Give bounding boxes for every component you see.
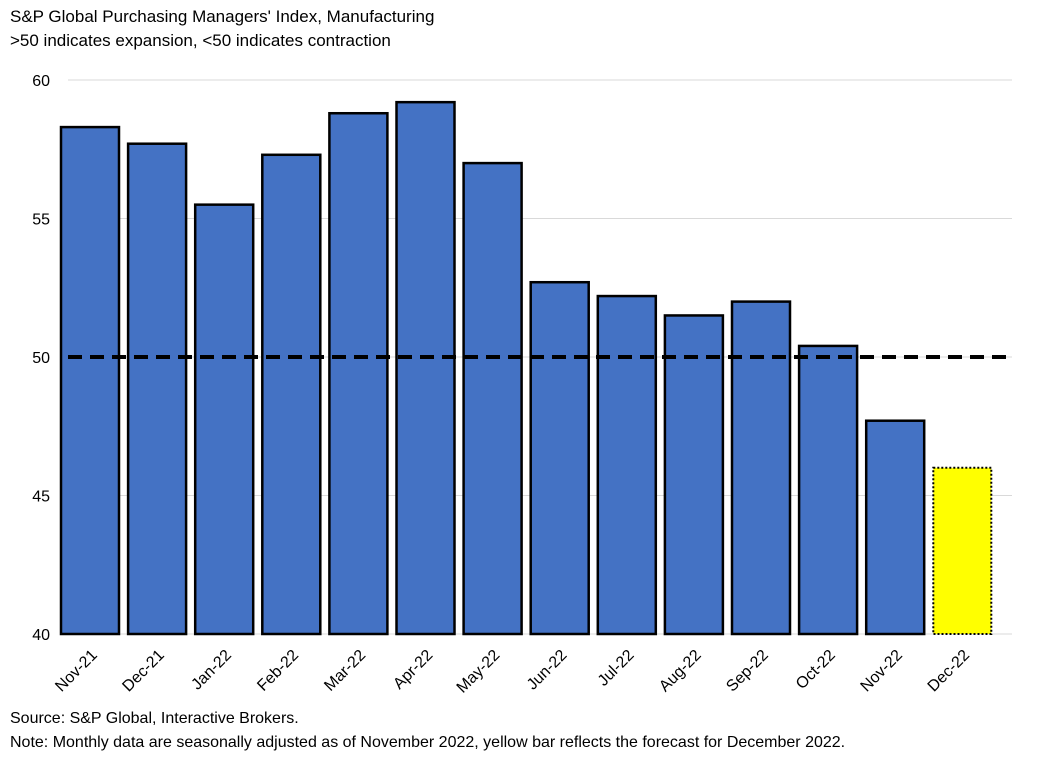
bar [126, 142, 188, 636]
x-tick-label: Sep-22 [723, 647, 772, 696]
footnote: Note: Monthly data are seasonally adjust… [10, 734, 846, 751]
bar [328, 111, 389, 636]
y-tick-label: 45 [32, 489, 50, 506]
y-tick-label: 50 [32, 350, 50, 367]
source-note: Source: S&P Global, Interactive Brokers. [10, 710, 299, 727]
bar [529, 280, 590, 636]
bar [596, 294, 658, 636]
bar [864, 419, 926, 636]
forecast-bar [932, 466, 993, 635]
bar [462, 161, 523, 636]
x-tick-label: Oct-22 [793, 647, 839, 693]
bar [663, 314, 725, 636]
x-tick-label: Nov-22 [858, 647, 907, 696]
y-axis-ticks: 40 45 50 55 60 [32, 73, 50, 644]
x-tick-label: Feb-22 [254, 647, 302, 695]
x-tick-label: May-22 [454, 647, 504, 697]
bars [59, 100, 993, 636]
bar [395, 100, 456, 636]
x-tick-label: Dec-22 [925, 647, 974, 696]
x-tick-label: Aug-22 [656, 647, 705, 696]
x-axis-ticks: Nov-21 Dec-21 Jan-22 Feb-22 Mar-22 Apr-22 May-… [52, 647, 973, 697]
chart-subtitle: >50 indicates expansion, <50 indicates c… [10, 31, 391, 50]
x-tick-label: Dec-21 [119, 647, 168, 696]
x-tick-label: Mar-22 [321, 647, 369, 695]
x-tick-label: Nov-21 [52, 647, 101, 696]
bar [797, 344, 859, 636]
x-tick-label: Jul-22 [595, 647, 638, 690]
x-tick-label: Jun-22 [524, 647, 571, 694]
bar [730, 300, 792, 636]
bar [59, 125, 121, 636]
chart-title: S&P Global Purchasing Managers' Index, M… [10, 7, 435, 26]
x-tick-label: Apr-22 [390, 647, 436, 693]
x-tick-label: Jan-22 [188, 647, 235, 694]
y-tick-label: 60 [32, 73, 50, 90]
y-tick-label: 40 [32, 627, 50, 644]
y-tick-label: 55 [32, 212, 50, 229]
bar [261, 153, 322, 636]
bar [193, 203, 255, 636]
